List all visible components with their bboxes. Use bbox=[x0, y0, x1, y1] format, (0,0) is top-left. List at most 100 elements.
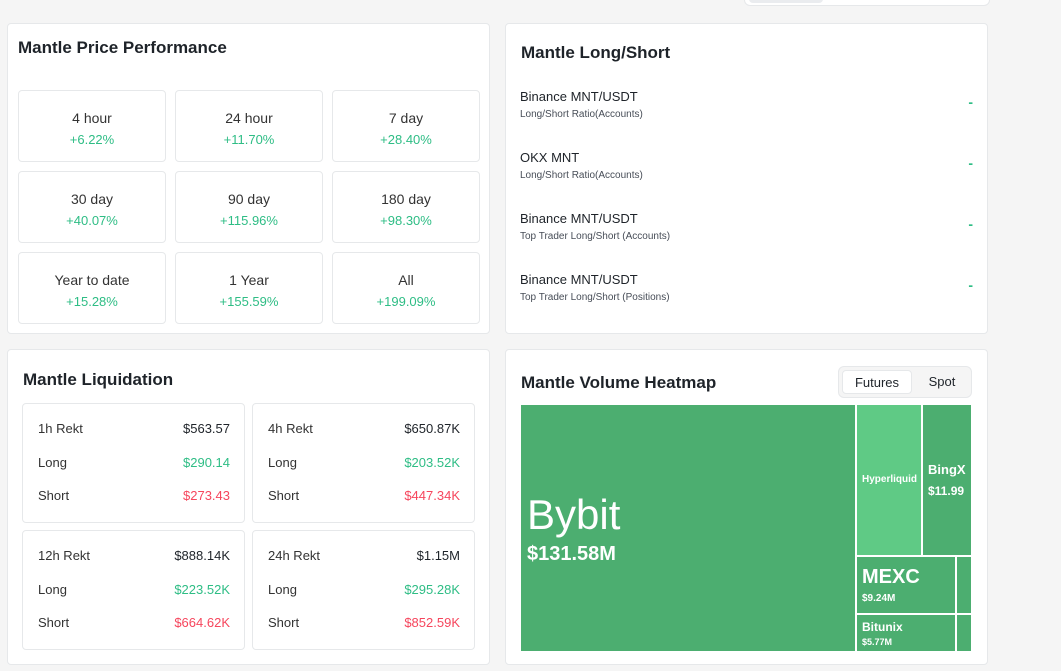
heatmap-tile[interactable]: Bybit $131.58M bbox=[520, 404, 856, 652]
long-short-value: - bbox=[968, 94, 973, 110]
liquidation-short-label: Short bbox=[268, 615, 300, 630]
heatmap-tile-name: MEXC bbox=[862, 566, 920, 588]
top-segmented-control[interactable] bbox=[744, 0, 990, 6]
heatmap-tile-amount: $9.24M bbox=[862, 593, 896, 604]
performance-change-value: +155.59% bbox=[219, 294, 279, 309]
liquidation-rekt-value: $1.15M bbox=[416, 548, 460, 563]
liquidation-short-value: $273.43 bbox=[183, 488, 230, 503]
long-short-exchange: Binance MNT/USDT bbox=[520, 272, 638, 287]
spot-tab[interactable]: Spot bbox=[928, 374, 956, 389]
performance-cell: 7 day +28.40% bbox=[332, 90, 480, 162]
liquidation-title: Mantle Liquidation bbox=[23, 370, 174, 389]
heatmap-tile[interactable]: Bitunix $5.77M bbox=[856, 614, 956, 652]
performance-cell: 90 day +115.96% bbox=[175, 171, 323, 243]
heatmap-tile-name: Hyperliquid bbox=[862, 474, 918, 485]
liquidation-rekt-value: $563.57 bbox=[183, 421, 230, 436]
heatmap-tile-small[interactable] bbox=[956, 614, 972, 652]
heatmap-tile-name: Bybit bbox=[527, 491, 621, 538]
long-short-value: - bbox=[968, 155, 973, 171]
performance-period-label: All bbox=[398, 272, 414, 288]
performance-change-value: +98.30% bbox=[380, 213, 432, 228]
liquidation-rekt-label: 4h Rekt bbox=[268, 421, 313, 436]
performance-period-label: 90 day bbox=[227, 191, 271, 207]
performance-period-label: 4 hour bbox=[72, 110, 112, 126]
performance-period-label: 30 day bbox=[70, 191, 114, 207]
liquidation-rekt-label: 12h Rekt bbox=[38, 548, 91, 563]
long-short-value: - bbox=[968, 216, 973, 232]
performance-change-value: +115.96% bbox=[220, 213, 278, 228]
liquidation-long-value: $295.28K bbox=[404, 582, 460, 597]
liquidation-long-label: Long bbox=[38, 455, 67, 470]
performance-period-label: 24 hour bbox=[225, 110, 273, 126]
long-short-title: Mantle Long/Short bbox=[521, 43, 671, 62]
liquidation-rekt-value: $650.87K bbox=[404, 421, 460, 436]
liquidation-long-value: $223.52K bbox=[174, 582, 230, 597]
long-short-metric: Top Trader Long/Short (Positions) bbox=[520, 292, 670, 303]
liquidation-card: Mantle Liquidation 1h Rekt $563.57 Long $29… bbox=[7, 349, 490, 665]
liquidation-short-label: Short bbox=[268, 488, 300, 503]
liquidation-long-label: Long bbox=[268, 455, 297, 470]
liquidation-long-label: Long bbox=[38, 582, 67, 597]
performance-change-value: +199.09% bbox=[376, 294, 436, 309]
liquidation-box: 12h Rekt $888.14K Long $223.52K Short $664.62… bbox=[22, 530, 245, 650]
performance-period-label: 1 Year bbox=[229, 272, 269, 288]
liquidation-box: 24h Rekt $1.15M Long $295.28K Short $852.59K bbox=[252, 530, 475, 650]
heatmap-tile-amount: $11.99 bbox=[928, 484, 965, 498]
liquidation-long-value: $290.14 bbox=[183, 455, 230, 470]
long-short-row: Binance MNT/USDT Top Trader Long/Short (P… bbox=[520, 272, 973, 312]
performance-change-value: +28.40% bbox=[380, 132, 432, 147]
long-short-value: - bbox=[968, 277, 973, 293]
long-short-metric: Top Trader Long/Short (Accounts) bbox=[520, 231, 671, 242]
heatmap-tile-small[interactable] bbox=[956, 556, 972, 614]
liquidation-rekt-value: $888.14K bbox=[174, 548, 230, 563]
liquidation-box: 4h Rekt $650.87K Long $203.52K Short $447.34K bbox=[252, 403, 475, 523]
performance-change-value: +11.70% bbox=[223, 132, 275, 147]
long-short-row: Binance MNT/USDT Long/Short Ratio(Account… bbox=[520, 89, 973, 129]
price-performance-card: Mantle Price Performance 4 hour +6.22% 24 … bbox=[7, 23, 490, 334]
market-type-toggle[interactable]: Futures Spot bbox=[838, 366, 972, 398]
liquidation-long-value: $203.52K bbox=[404, 455, 460, 470]
performance-cell: 4 hour +6.22% bbox=[18, 90, 166, 162]
performance-period-label: Year to date bbox=[54, 272, 130, 288]
heatmap-tile-amount: $5.77M bbox=[862, 637, 893, 647]
liquidation-box: 1h Rekt $563.57 Long $290.14 Short $273.43 bbox=[22, 403, 245, 523]
long-short-exchange: OKX MNT bbox=[520, 150, 580, 165]
liquidation-long-label: Long bbox=[268, 582, 297, 597]
volume-heatmap: Bybit $131.58M Hyperliquid BingX $11.99 MEXC $… bbox=[520, 404, 972, 652]
long-short-metric: Long/Short Ratio(Accounts) bbox=[520, 109, 643, 120]
performance-change-value: +40.07% bbox=[66, 213, 118, 228]
liquidation-rekt-label: 24h Rekt bbox=[268, 548, 321, 563]
liquidation-short-value: $852.59K bbox=[404, 615, 460, 630]
performance-cell: Year to date +15.28% bbox=[18, 252, 166, 324]
heatmap-tile-name: BingX bbox=[928, 462, 966, 477]
long-short-exchange: Binance MNT/USDT bbox=[520, 211, 638, 226]
performance-cell: 1 Year +155.59% bbox=[175, 252, 323, 324]
heatmap-tile-amount: $131.58M bbox=[527, 543, 616, 565]
heatmap-tile-name: Bitunix bbox=[862, 620, 903, 634]
heatmap-tile[interactable]: Hyperliquid bbox=[856, 404, 922, 556]
heatmap-tile[interactable]: BingX $11.99 bbox=[922, 404, 972, 556]
long-short-exchange: Binance MNT/USDT bbox=[520, 89, 638, 104]
performance-cell: 30 day +40.07% bbox=[18, 171, 166, 243]
top-segment-active[interactable] bbox=[749, 0, 823, 3]
long-short-row: Binance MNT/USDT Top Trader Long/Short (A… bbox=[520, 211, 973, 251]
performance-period-label: 7 day bbox=[388, 110, 424, 126]
liquidation-short-value: $447.34K bbox=[404, 488, 460, 503]
liquidation-rekt-label: 1h Rekt bbox=[38, 421, 83, 436]
heatmap-tile[interactable]: MEXC $9.24M bbox=[856, 556, 956, 614]
volume-heatmap-card: Mantle Volume Heatmap Futures Spot Bybit… bbox=[505, 349, 988, 665]
liquidation-short-label: Short bbox=[38, 488, 70, 503]
performance-cell: All +199.09% bbox=[332, 252, 480, 324]
liquidation-short-label: Short bbox=[38, 615, 70, 630]
performance-cell: 180 day +98.30% bbox=[332, 171, 480, 243]
performance-change-value: +15.28% bbox=[66, 294, 118, 309]
futures-tab[interactable]: Futures bbox=[842, 370, 912, 394]
volume-heatmap-title: Mantle Volume Heatmap bbox=[521, 373, 717, 392]
long-short-card: Mantle Long/Short Binance MNT/USDT Long/S… bbox=[505, 23, 988, 334]
liquidation-short-value: $664.62K bbox=[174, 615, 230, 630]
performance-period-label: 180 day bbox=[381, 191, 431, 207]
performance-cell: 24 hour +11.70% bbox=[175, 90, 323, 162]
price-performance-title: Mantle Price Performance bbox=[18, 38, 227, 57]
long-short-row: OKX MNT Long/Short Ratio(Accounts) - bbox=[520, 150, 973, 190]
long-short-metric: Long/Short Ratio(Accounts) bbox=[520, 170, 643, 181]
